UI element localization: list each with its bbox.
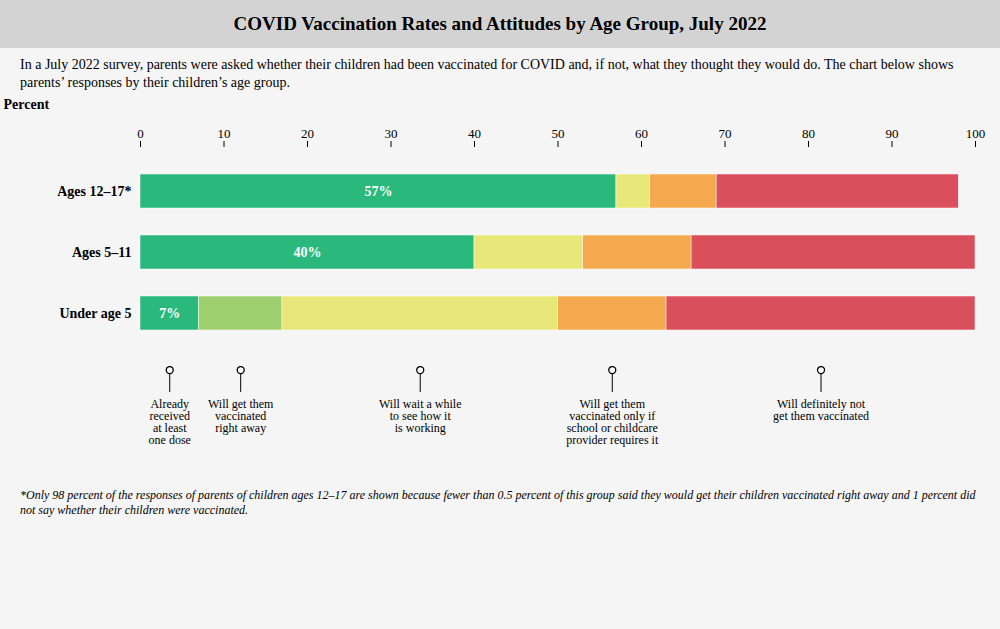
svg-text:50: 50 — [552, 126, 565, 141]
svg-text:40%: 40% — [294, 245, 322, 260]
svg-text:80: 80 — [802, 126, 815, 141]
svg-text:Alreadyreceivedat leastone dos: Alreadyreceivedat leastone dose — [149, 397, 191, 447]
svg-text:Ages 5–11: Ages 5–11 — [72, 245, 132, 260]
svg-text:Percent: Percent — [4, 97, 50, 112]
svg-text:57%: 57% — [364, 184, 392, 199]
svg-text:20: 20 — [301, 126, 314, 141]
svg-text:40: 40 — [468, 126, 481, 141]
svg-text:Will wait a whileto see how it: Will wait a whileto see how itis working — [379, 397, 462, 435]
svg-text:10: 10 — [218, 126, 231, 141]
html-text:COVID Vaccination Rates and At: COVID Vaccination Rates and Attitudes by… — [233, 13, 767, 34]
svg-text:100: 100 — [966, 126, 986, 141]
svg-text:Will definitely notget them va: Will definitely notget them vaccinated — [773, 397, 869, 423]
svg-text:Will get themvaccinated only i: Will get themvaccinated only ifschool or… — [566, 397, 659, 447]
svg-text:Will get themvaccinatedright a: Will get themvaccinatedright away — [208, 397, 274, 435]
svg-text:7%: 7% — [159, 306, 180, 321]
svg-text:70: 70 — [719, 126, 732, 141]
svg-text:60: 60 — [635, 126, 648, 141]
svg-text:90: 90 — [886, 126, 899, 141]
svg-text:Under age 5: Under age 5 — [59, 306, 131, 321]
html-text:In a July 2022 survey, parents: In a July 2022 survey, parents were aske… — [20, 57, 954, 90]
html-text:*Only 98 percent of the respon: *Only 98 percent of the responses of par… — [20, 488, 976, 517]
svg-text:0: 0 — [137, 126, 144, 141]
svg-text:30: 30 — [385, 126, 398, 141]
svg-text:Ages 12–17*: Ages 12–17* — [57, 184, 131, 199]
